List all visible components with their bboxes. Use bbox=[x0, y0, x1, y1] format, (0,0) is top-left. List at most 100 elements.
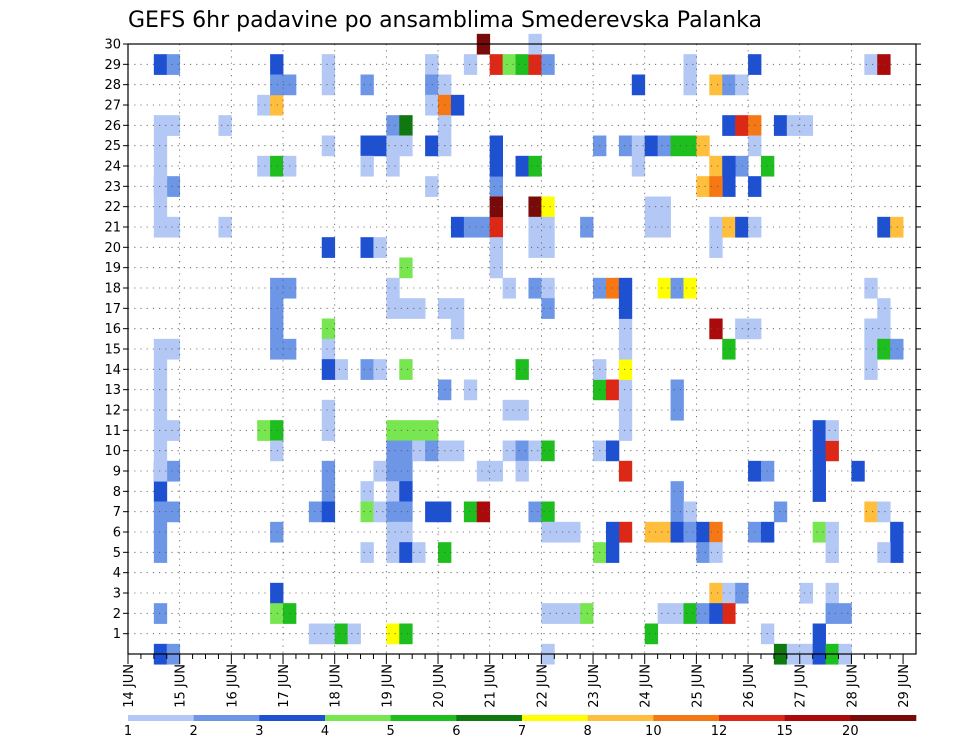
heatmap-cell bbox=[683, 54, 697, 75]
heatmap-cell bbox=[786, 115, 801, 136]
heatmap-cell bbox=[153, 481, 168, 502]
heatmap-cell bbox=[864, 501, 878, 523]
heatmap-cell bbox=[644, 521, 659, 543]
heatmap-cell bbox=[399, 481, 413, 502]
heatmap-cell bbox=[153, 501, 168, 523]
heatmap-cell bbox=[463, 216, 478, 238]
heatmap-cell bbox=[541, 277, 555, 299]
heatmap-cell bbox=[541, 196, 555, 218]
heatmap-cell bbox=[631, 74, 646, 96]
heatmap-cell bbox=[709, 318, 723, 340]
heatmap-cell bbox=[799, 115, 814, 136]
heatmap-cell bbox=[425, 440, 439, 462]
heatmap-cell bbox=[360, 481, 374, 502]
y-tick-label: 12 bbox=[104, 404, 121, 419]
heatmap-cell bbox=[321, 501, 336, 523]
heatmap-cell bbox=[270, 440, 284, 462]
heatmap-cell bbox=[425, 54, 439, 75]
heatmap-cell bbox=[399, 135, 413, 157]
heatmap-cell bbox=[166, 501, 181, 523]
x-tick-label: 24 JUN bbox=[639, 664, 654, 708]
heatmap-cell bbox=[877, 338, 891, 360]
heatmap-cell bbox=[334, 359, 349, 380]
heatmap-cell bbox=[541, 216, 555, 238]
y-tick-label: 24 bbox=[104, 160, 121, 175]
heatmap-cell bbox=[386, 115, 400, 136]
heatmap-cell bbox=[773, 115, 788, 136]
colorbar-segment bbox=[325, 715, 391, 721]
y-tick-label: 29 bbox=[104, 58, 121, 73]
heatmap-cell bbox=[321, 237, 336, 258]
heatmap-cell bbox=[476, 501, 491, 523]
heatmap-cell bbox=[321, 481, 336, 502]
heatmap-cell bbox=[618, 135, 633, 157]
heatmap-cell bbox=[270, 74, 284, 96]
heatmap-cell bbox=[166, 176, 181, 197]
heatmap-cell bbox=[463, 501, 478, 523]
x-tick-label: 19 JUN bbox=[380, 664, 395, 708]
heatmap-cell bbox=[153, 196, 168, 218]
heatmap-cell bbox=[153, 155, 168, 177]
heatmap-cell bbox=[567, 521, 581, 543]
heatmap-cell bbox=[412, 420, 426, 441]
heatmap-cell bbox=[270, 420, 284, 441]
heatmap-cell bbox=[515, 399, 529, 421]
heatmap-cell bbox=[709, 216, 723, 238]
heatmap-cell bbox=[502, 440, 516, 462]
x-tick-label: 15 JUN bbox=[174, 664, 189, 708]
y-tick-label: 18 bbox=[104, 282, 121, 297]
heatmap-cell bbox=[489, 257, 504, 279]
heatmap-cell bbox=[825, 542, 839, 563]
heatmap-cell bbox=[709, 582, 723, 604]
heatmap-cell bbox=[463, 379, 478, 401]
heatmap-cell bbox=[618, 277, 633, 299]
heatmap-cell bbox=[709, 155, 723, 177]
heatmap-cell bbox=[864, 359, 878, 380]
heatmap-cell bbox=[373, 460, 387, 482]
heatmap-cell bbox=[386, 501, 400, 523]
heatmap-cell bbox=[618, 338, 633, 360]
heatmap-cell bbox=[683, 135, 697, 157]
heatmap-cell bbox=[399, 115, 413, 136]
heatmap-cell bbox=[412, 440, 426, 462]
x-tick-label: 21 JUN bbox=[484, 664, 499, 708]
heatmap-cell bbox=[683, 277, 697, 299]
heatmap-cell bbox=[489, 155, 504, 177]
colorbar-label: 3 bbox=[255, 724, 263, 739]
heatmap-cell bbox=[153, 135, 168, 157]
heatmap-cell bbox=[321, 54, 336, 75]
heatmap-cell bbox=[541, 237, 555, 258]
heatmap-cell bbox=[308, 501, 323, 523]
heatmap-cell bbox=[657, 135, 671, 157]
heatmap-cell bbox=[670, 135, 684, 157]
heatmap-cell bbox=[153, 460, 168, 482]
heatmap-cell bbox=[270, 318, 284, 340]
heatmap-cell bbox=[541, 603, 555, 624]
heatmap-cell bbox=[489, 54, 504, 75]
heatmap-cell bbox=[567, 603, 581, 624]
heatmap-cell bbox=[722, 216, 736, 238]
heatmap-cell bbox=[515, 54, 529, 75]
heatmap-cell bbox=[360, 135, 374, 157]
heatmap-cell bbox=[541, 54, 555, 75]
heatmap-cell bbox=[399, 440, 413, 462]
heatmap-cell bbox=[399, 257, 413, 279]
heatmap-cell bbox=[153, 216, 168, 238]
heatmap-cell bbox=[709, 74, 723, 96]
heatmap-cell bbox=[399, 623, 413, 645]
heatmap-cell bbox=[618, 298, 633, 319]
colorbar-label: 6 bbox=[452, 724, 460, 739]
heatmap-cell bbox=[670, 277, 684, 299]
heatmap-cell bbox=[683, 521, 697, 543]
heatmap-cell bbox=[386, 155, 400, 177]
heatmap-cell bbox=[270, 155, 284, 177]
heatmap-cell bbox=[489, 460, 504, 482]
heatmap-cell bbox=[218, 115, 232, 136]
heatmap-cell bbox=[360, 237, 374, 258]
heatmap-cell bbox=[528, 277, 542, 299]
x-tick-label: 18 JUN bbox=[329, 664, 344, 708]
heatmap-cell bbox=[373, 359, 387, 380]
heatmap-cell bbox=[618, 399, 633, 421]
heatmap-cell bbox=[709, 237, 723, 258]
heatmap-cell bbox=[425, 135, 439, 157]
